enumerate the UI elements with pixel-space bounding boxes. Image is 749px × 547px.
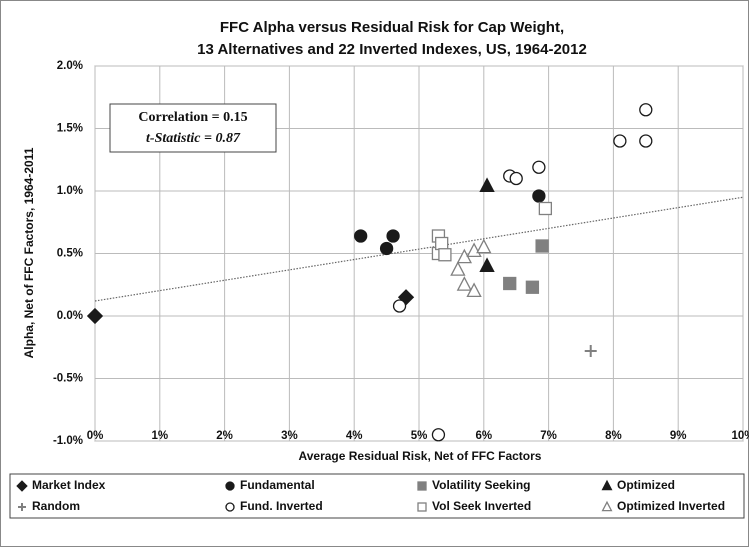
point: [476, 238, 492, 254]
legend-label: Random: [32, 499, 80, 513]
point: [538, 201, 553, 216]
x-tick-label: 10%: [731, 430, 749, 442]
y-tick-label: 1.0%: [57, 185, 83, 197]
legend-label: Optimized Inverted: [617, 499, 725, 513]
legend-label: Fund. Inverted: [240, 499, 323, 513]
point: [613, 134, 627, 148]
point: [479, 257, 495, 273]
y-tick-label: 1.5%: [57, 123, 83, 135]
chart-title: 13 Alternatives and 22 Inverted Indexes,…: [197, 41, 587, 58]
x-tick-label: 9%: [670, 430, 687, 442]
x-tick-label: 0%: [87, 430, 104, 442]
legend-label: Vol Seek Inverted: [432, 499, 531, 513]
point: [584, 345, 597, 357]
x-tick-label: 8%: [605, 430, 622, 442]
point: [509, 171, 523, 186]
legend-marker: [417, 502, 427, 512]
y-tick-label: -1.0%: [53, 435, 83, 447]
annotation: t-Statistic = 0.87: [146, 131, 241, 146]
legend-marker: [18, 503, 26, 511]
x-tick-label: 1%: [151, 430, 168, 442]
point: [535, 239, 549, 253]
legend-label: Market Index: [32, 478, 106, 492]
point: [532, 189, 546, 203]
x-tick-label: 3%: [281, 430, 298, 442]
point: [525, 280, 540, 294]
point: [392, 299, 407, 313]
legend-marker: [225, 502, 235, 512]
legend-label: Fundamental: [240, 478, 315, 492]
point: [354, 229, 368, 243]
point: [532, 160, 546, 174]
point: [435, 236, 449, 251]
y-tick-label: 0.5%: [57, 248, 83, 260]
legend-marker: [601, 500, 613, 512]
x-tick-label: 2%: [216, 430, 233, 442]
legend: [9, 473, 745, 519]
point: [379, 241, 394, 256]
point: [438, 248, 452, 262]
annotation: Correlation = 0.15: [138, 110, 247, 125]
y-tick-label: 2.0%: [57, 60, 83, 72]
x-tick-label: 6%: [475, 430, 492, 442]
x-tick-label: 5%: [411, 430, 428, 442]
point: [86, 307, 104, 325]
legend-marker: [225, 481, 235, 491]
annotation-box: [109, 103, 277, 153]
legend-marker: [16, 480, 28, 492]
point: [639, 103, 653, 117]
y-tick-label: -0.5%: [53, 373, 83, 385]
point: [503, 276, 517, 291]
x-tick-label: 4%: [346, 430, 363, 442]
point: [386, 229, 400, 243]
trendline: [94, 196, 744, 302]
point: [466, 282, 482, 298]
y-tick-label: 0.0%: [57, 310, 83, 322]
x-tick-label: 7%: [540, 430, 557, 442]
y-axis-label: Alpha, Net of FFC Factors, 1964-2011: [22, 147, 36, 358]
legend-label: Optimized: [617, 478, 675, 492]
point: [479, 177, 495, 193]
point: [639, 134, 653, 148]
legend-marker: [601, 479, 613, 491]
legend-marker: [417, 481, 427, 491]
point: [450, 261, 466, 276]
x-axis-label: Average Residual Risk, Net of FFC Factor…: [299, 449, 542, 463]
point: [456, 276, 473, 291]
chart-title: FFC Alpha versus Residual Risk for Cap W…: [220, 19, 564, 36]
legend-label: Volatility Seeking: [432, 478, 530, 492]
point: [431, 428, 446, 442]
